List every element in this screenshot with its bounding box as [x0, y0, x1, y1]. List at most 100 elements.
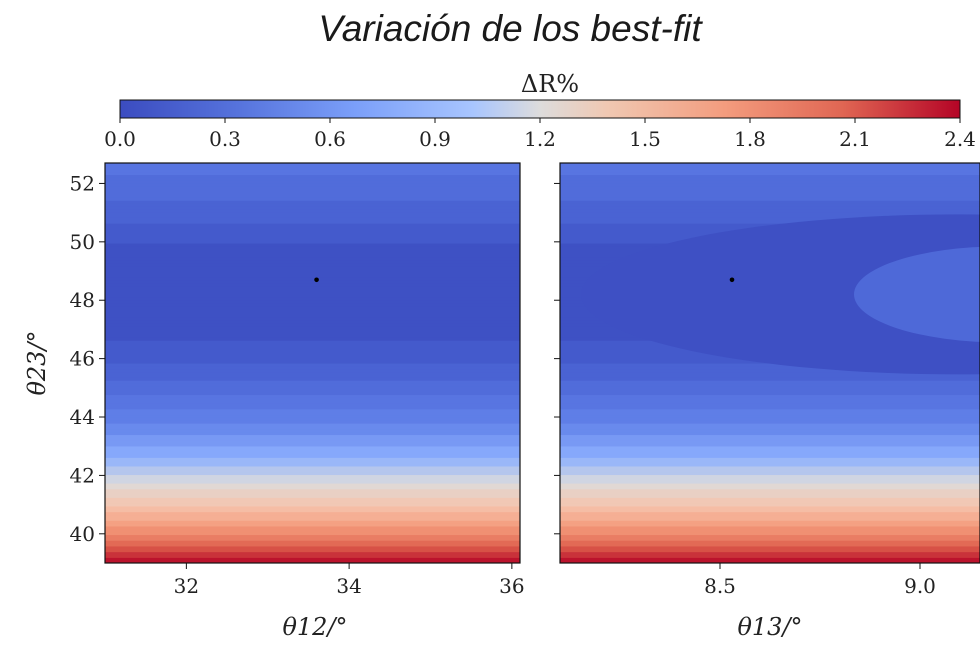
contour-band: [560, 537, 980, 541]
contour-band: [560, 397, 980, 401]
contour-band: [105, 434, 520, 438]
x-tick-label: 8.5: [704, 574, 736, 598]
x-tick-label: 32: [174, 574, 199, 598]
chart-title: Variación de los best-fit: [318, 8, 702, 49]
contour-band: [560, 534, 980, 538]
contour-band: [560, 400, 980, 404]
contour-band: [105, 445, 520, 450]
contour-band: [105, 231, 520, 236]
contour-band: [105, 314, 520, 318]
contour-band: [105, 428, 520, 433]
contour-band: [560, 391, 980, 396]
contour-band: [105, 523, 520, 527]
contour-band: [105, 205, 520, 210]
contour-band: [105, 211, 520, 216]
contour-band: [105, 545, 520, 550]
contour-band: [105, 331, 520, 336]
contour-band: [560, 443, 980, 447]
contour-band: [560, 414, 980, 418]
contour-band: [105, 328, 520, 333]
contour-band: [105, 360, 520, 364]
contour-band: [105, 305, 520, 310]
contour-band: [560, 425, 980, 430]
contour-band: [105, 511, 520, 516]
contour-band: [560, 468, 980, 473]
contour-band: [105, 551, 520, 556]
contour-band: [105, 291, 520, 296]
contour-band: [105, 505, 520, 510]
contour-band: [560, 480, 980, 484]
contour-band: [105, 280, 520, 284]
contour-band: [560, 560, 980, 563]
contour-band: [560, 523, 980, 527]
colorbar-tick-label: 0.3: [209, 127, 241, 151]
contour-band: [105, 325, 520, 330]
contour-band: [105, 385, 520, 390]
contour-band: [560, 203, 980, 207]
contour-band: [560, 211, 980, 216]
contour-band: [105, 177, 520, 181]
contour-band: [560, 165, 980, 170]
contour-band: [560, 494, 980, 498]
contour-band: [105, 203, 520, 207]
contour-band: [560, 471, 980, 476]
contour-band: [560, 485, 980, 490]
contour-band: [105, 251, 520, 256]
contour-band: [105, 183, 520, 187]
x-tick-label: 34: [336, 574, 361, 598]
y-axis-label: θ23/°: [23, 330, 51, 395]
contour-band: [560, 488, 980, 493]
contour-band: [560, 205, 980, 210]
contour-band: [560, 460, 980, 464]
contour-band: [560, 428, 980, 433]
contour-band: [560, 200, 980, 204]
contour-band: [105, 248, 520, 253]
contour-band: [560, 540, 980, 544]
contour-band: [105, 383, 520, 387]
contour-band: [560, 528, 980, 533]
colorbar-tick-label: 0.6: [314, 127, 346, 151]
contour-band: [105, 300, 520, 304]
contour-band: [105, 285, 520, 290]
contour-band: [581, 214, 980, 375]
colorbar-ticks: 0.0 0.3 0.6 0.9 1.2 1.5 1.8 2.1 2.4: [104, 118, 976, 151]
contour-band: [560, 551, 980, 556]
contour-band: [105, 303, 520, 307]
contour-band: [105, 268, 520, 273]
contour-band: [105, 263, 520, 267]
contour-band: [560, 183, 980, 187]
contour-band: [105, 405, 520, 410]
contour-band: [560, 543, 980, 547]
colorbar-label: ΔR%: [521, 70, 579, 98]
colorbar-tick-label: 0.9: [419, 127, 451, 151]
colorbar-tick-label: 2.1: [839, 127, 871, 151]
contour-band: [105, 525, 520, 530]
colorbar-tick-label: 1.8: [734, 127, 766, 151]
contour-band: [105, 311, 520, 316]
contour-band: [105, 494, 520, 498]
contour-band: [105, 557, 520, 561]
contour-band: [560, 423, 980, 427]
contour-band: [105, 260, 520, 264]
contour-band: [105, 323, 520, 327]
contour-band: [105, 271, 520, 276]
contour-band: [105, 503, 520, 507]
contour-band: [105, 425, 520, 430]
contour-band: [105, 380, 520, 384]
contour-band: [105, 394, 520, 398]
colorbar-tick-label: 2.4: [944, 127, 976, 151]
contour-band: [105, 317, 520, 321]
contour-band: [560, 503, 980, 507]
contour-band: [105, 423, 520, 427]
contour-band: [560, 525, 980, 530]
contour-band: [105, 391, 520, 396]
contour-band: [105, 460, 520, 464]
contour-band: [105, 420, 520, 424]
contour-band: [105, 348, 520, 353]
contour-band: [105, 517, 520, 521]
contour-band: [560, 440, 980, 444]
y-tick-label: 50: [70, 230, 95, 254]
contour-band: [105, 351, 520, 356]
contour-band: [105, 483, 520, 487]
contour-band: [105, 257, 520, 261]
